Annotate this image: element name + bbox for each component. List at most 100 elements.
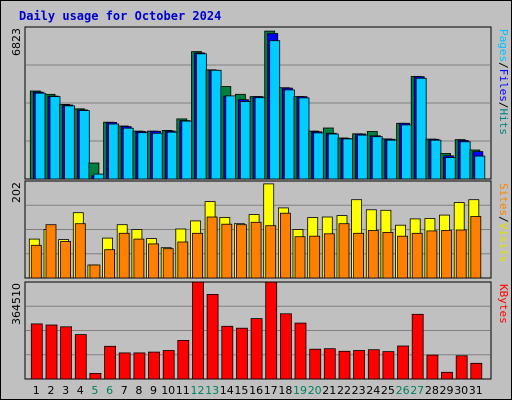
x-tick-label-31: 31 (469, 384, 483, 397)
bar-kbytes-day-23 (353, 350, 366, 380)
bar-sites-day-24 (367, 230, 379, 279)
bar-pages-day-2 (49, 96, 61, 180)
bar-kbytes-day-27 (411, 313, 424, 380)
bar-sites-day-25 (382, 231, 394, 279)
bar-pages-day-4 (78, 110, 90, 180)
bar-sites-day-17 (265, 225, 277, 279)
bar-pages-day-5 (93, 173, 105, 180)
bar-kbytes-day-8 (133, 352, 146, 380)
bar-pages-day-27 (415, 77, 427, 180)
bar-kbytes-day-1 (30, 323, 43, 380)
bar-kbytes-day-20 (309, 348, 322, 380)
bar-kbytes-day-9 (148, 351, 160, 380)
series-legend-label: Sites/Visits (497, 183, 510, 263)
bar-pages-day-1 (34, 92, 46, 180)
bar-sites-day-21 (323, 233, 335, 279)
bar-sites-day-7 (118, 232, 130, 279)
chart-title: Daily usage for October 2024 (19, 9, 221, 23)
bar-pages-day-31 (474, 155, 486, 180)
bar-pages-day-14 (225, 95, 237, 180)
x-tick-label-7: 7 (121, 384, 128, 397)
bar-sites-day-10 (162, 248, 174, 279)
series-legend-label: Pages/Files/Hits (497, 29, 510, 135)
bar-sites-day-14 (221, 223, 233, 279)
x-tick-label-28: 28 (425, 384, 439, 397)
bar-pages-day-3 (64, 105, 75, 180)
bar-sites-day-9 (148, 243, 159, 279)
bar-pages-day-12 (196, 53, 207, 180)
x-tick-label-5: 5 (91, 384, 98, 397)
bar-kbytes-day-13 (206, 293, 219, 380)
bar-sites-day-23 (353, 232, 365, 279)
bar-kbytes-day-29 (441, 371, 453, 380)
bar-pages-day-21 (327, 133, 339, 180)
bar-pages-day-7 (122, 127, 134, 180)
x-tick-label-11: 11 (176, 384, 190, 397)
bar-kbytes-day-15 (235, 327, 248, 380)
bar-kbytes-day-4 (74, 334, 87, 380)
bar-pages-day-15 (239, 101, 251, 180)
bar-pages-day-19 (298, 97, 310, 180)
bar-sites-day-2 (45, 224, 57, 279)
x-tick-label-26: 26 (396, 384, 410, 397)
bar-pages-day-30 (459, 141, 471, 180)
bar-pages-day-29 (445, 157, 456, 180)
x-tick-label-14: 14 (220, 384, 234, 397)
x-tick-label-12: 12 (191, 384, 205, 397)
x-tick-label-8: 8 (135, 384, 142, 397)
bar-pages-day-9 (152, 132, 163, 180)
x-tick-label-20: 20 (308, 384, 322, 397)
bar-sites-day-5 (89, 264, 101, 279)
bar-sites-day-31 (470, 216, 482, 279)
bar-sites-day-3 (60, 241, 71, 279)
bar-kbytes-day-6 (104, 345, 116, 380)
bar-pages-day-22 (342, 138, 354, 180)
x-tick-label-4: 4 (77, 384, 84, 397)
bar-sites-day-26 (397, 235, 409, 279)
bar-sites-day-30 (455, 229, 467, 279)
y-axis-max-label: 6823 (10, 28, 23, 56)
panel-visits_sites: 202 Sites/Visits (10, 180, 510, 279)
x-tick-label-1: 1 (33, 384, 40, 397)
bar-sites-day-13 (206, 216, 218, 279)
bar-kbytes-day-5 (89, 372, 102, 380)
bar-kbytes-day-26 (397, 345, 410, 380)
bar-sites-day-6 (104, 249, 115, 279)
bar-kbytes-day-31 (470, 362, 483, 380)
x-tick-label-29: 29 (440, 384, 454, 397)
bar-kbytes-day-30 (455, 355, 468, 380)
y-axis-max-label: 364510 (10, 283, 23, 325)
bar-sites-day-16 (250, 221, 262, 279)
bar-pages-day-20 (313, 132, 325, 180)
bar-sites-day-20 (309, 235, 321, 279)
bar-pages-day-10 (166, 131, 178, 180)
x-axis-tick-labels: 1 2 3 4 5 6 7 8 9 10 11 12 13 14 15 16 17 18 19 20 21 22 23 24 2… (33, 384, 483, 397)
x-tick-label-27: 27 (410, 384, 424, 397)
bar-pages-day-11 (181, 120, 193, 180)
x-tick-label-9: 9 (150, 384, 157, 397)
bar-kbytes-day-18 (279, 313, 292, 380)
bar-kbytes-day-12 (192, 281, 204, 380)
panel-kbytes: 364510 KBytes (10, 281, 510, 380)
bar-sites-day-19 (294, 236, 306, 279)
bar-pages-day-18 (283, 89, 295, 180)
x-tick-label-16: 16 (249, 384, 263, 397)
x-tick-label-18: 18 (278, 384, 292, 397)
x-tick-label-23: 23 (352, 384, 366, 397)
bar-pages-day-8 (137, 132, 149, 180)
bar-kbytes-day-24 (367, 349, 380, 380)
bar-kbytes-day-16 (250, 318, 263, 380)
bar-pages-day-23 (357, 134, 369, 180)
bar-kbytes-day-3 (60, 326, 72, 380)
bar-pages-day-26 (401, 124, 413, 180)
series-legend-label: KBytes (497, 284, 510, 324)
x-tick-label-6: 6 (106, 384, 113, 397)
x-tick-label-19: 19 (293, 384, 307, 397)
bar-pages-day-28 (430, 139, 442, 180)
bar-pages-day-16 (254, 97, 266, 180)
bar-sites-day-27 (411, 232, 423, 279)
bar-kbytes-day-11 (177, 339, 190, 380)
bar-kbytes-day-22 (338, 350, 351, 380)
x-tick-label-10: 10 (161, 384, 175, 397)
